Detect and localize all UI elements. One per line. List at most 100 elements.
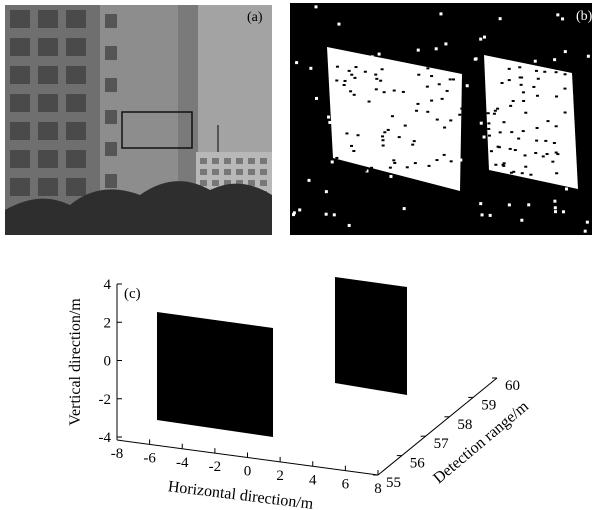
window	[260, 169, 267, 175]
figure: (a) (b) (c) Vertical direction/m Horizon…	[0, 0, 597, 510]
dot	[344, 80, 347, 82]
window	[38, 178, 58, 196]
dot	[535, 140, 538, 142]
dot	[443, 154, 446, 156]
dot	[508, 203, 511, 206]
dot	[489, 214, 492, 217]
window	[248, 158, 255, 164]
window	[10, 122, 30, 140]
dot	[587, 55, 590, 58]
dot	[374, 74, 377, 76]
dot	[483, 112, 486, 114]
dot	[502, 121, 505, 123]
dot	[511, 116, 514, 119]
dot	[387, 129, 390, 131]
dot	[315, 5, 318, 8]
dot	[400, 83, 403, 86]
dot	[543, 71, 546, 73]
dot	[556, 68, 559, 70]
window	[105, 142, 117, 156]
dot	[295, 61, 298, 64]
dot	[435, 47, 438, 50]
window	[10, 178, 30, 196]
window	[236, 158, 243, 164]
photo: (a)	[5, 5, 272, 235]
dot	[535, 70, 538, 72]
dot	[507, 101, 510, 104]
dot	[354, 133, 357, 136]
dot	[348, 70, 351, 72]
window	[212, 158, 219, 164]
dot	[403, 207, 406, 210]
dot	[449, 78, 452, 80]
tick-label: 0	[244, 464, 252, 480]
dot	[564, 50, 567, 53]
dot	[499, 131, 502, 133]
dot	[353, 94, 356, 96]
dot	[481, 213, 484, 216]
dot	[536, 127, 539, 129]
dot	[325, 213, 328, 216]
window	[260, 180, 267, 186]
dot	[508, 68, 511, 70]
dot	[508, 79, 511, 81]
window	[212, 180, 219, 186]
dot	[355, 66, 358, 68]
building	[178, 5, 198, 205]
dot	[466, 144, 469, 146]
tick-label: 60	[505, 378, 520, 394]
window	[260, 158, 267, 164]
dot	[555, 125, 558, 127]
dot	[497, 146, 500, 148]
tick-label: 0	[104, 354, 112, 370]
dot	[325, 190, 328, 193]
dot	[518, 66, 521, 68]
dot	[411, 144, 414, 146]
dot	[337, 23, 340, 26]
dot	[524, 112, 527, 114]
tick-label: 6	[342, 477, 350, 493]
dot	[555, 152, 558, 154]
dot	[483, 135, 486, 138]
dot	[335, 79, 338, 81]
window	[66, 66, 86, 84]
dot	[502, 62, 505, 65]
dot	[534, 60, 537, 63]
dot	[375, 88, 378, 90]
dot	[479, 38, 482, 41]
dot	[522, 130, 525, 132]
dot	[510, 81, 513, 84]
dot	[370, 167, 373, 169]
dot	[553, 142, 556, 144]
tick-label: 55	[386, 475, 401, 491]
dot	[337, 72, 340, 75]
dot	[495, 149, 498, 152]
dot	[520, 84, 523, 86]
dot	[458, 120, 461, 123]
window	[236, 169, 243, 175]
dot	[529, 174, 532, 176]
dot	[393, 90, 396, 92]
dot	[390, 93, 393, 96]
dot	[586, 221, 589, 224]
dot	[389, 175, 392, 178]
dot	[450, 160, 453, 162]
dot	[452, 78, 455, 80]
tick-label: -6	[143, 450, 156, 466]
dot	[331, 160, 334, 163]
dot	[307, 179, 310, 182]
dot	[352, 150, 355, 152]
dot	[327, 116, 330, 119]
dot	[335, 157, 338, 159]
dot	[547, 149, 550, 152]
dot	[562, 210, 565, 213]
dot	[480, 122, 483, 125]
dot	[336, 66, 339, 68]
dot	[488, 135, 491, 137]
dot	[537, 78, 540, 80]
dot	[499, 166, 502, 169]
dot	[350, 145, 353, 147]
dot	[479, 67, 482, 69]
dot	[487, 122, 490, 124]
window	[38, 38, 58, 56]
